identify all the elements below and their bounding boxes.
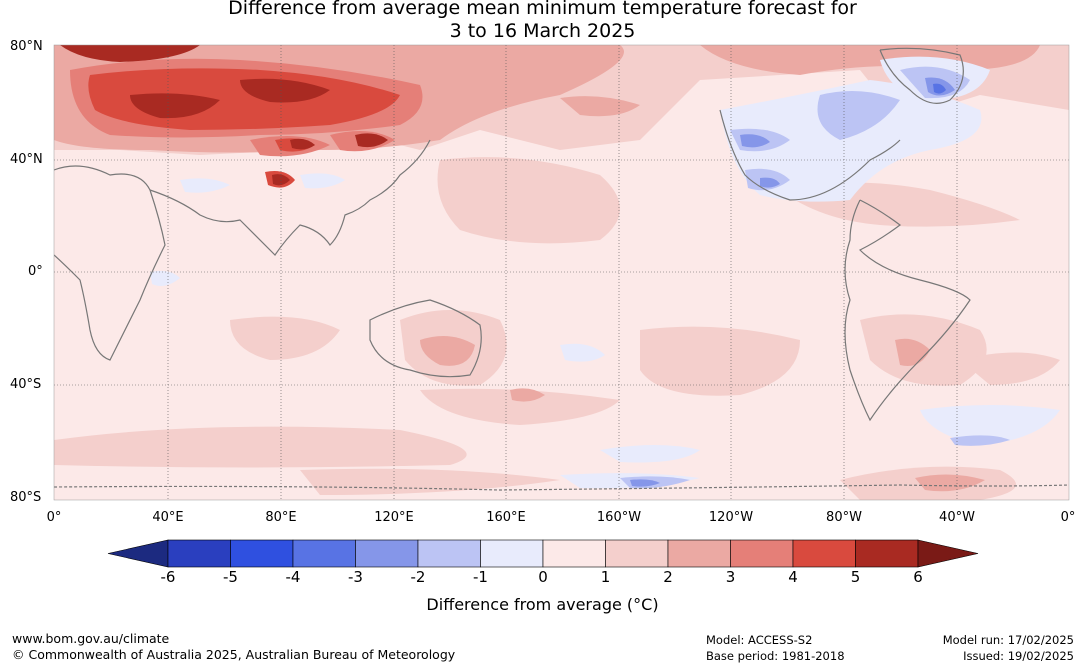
colorbar [107,539,979,568]
colorbar-tick-label: -5 [223,568,238,586]
colorbar-tick-label: 4 [788,568,798,586]
colorbar-extend-high [917,539,979,568]
colorbar-tick-label: -3 [348,568,363,586]
colorbar-segment [605,539,669,568]
footer-copyright: © Commonwealth of Australia 2025, Austra… [12,647,456,662]
lon-label-160e: 160°E [486,510,526,525]
lat-label-40s: 40°S [10,377,42,392]
colorbar-segment [355,539,419,568]
anomaly-minus3-to-minus2-regions [630,77,955,487]
anomaly-5-to-6-regions [60,45,388,186]
lon-label-40e: 40°E [152,510,184,525]
colorbar-segment [480,539,544,568]
colorbar-tick-label: -6 [160,568,176,586]
lat-label-40n: 40°N [10,152,43,167]
lon-label-120w: 120°W [708,510,754,525]
lon-label-40w: 40°W [939,510,975,525]
footer-base-period: Base period: 1981-2018 [706,649,845,663]
colorbar-tick-label: 1 [600,568,611,586]
lon-label-0-right: 0° [1060,510,1076,525]
graticule [54,45,1069,500]
colorbar-label: Difference from average (°C) [426,595,659,614]
map-frame [53,44,1070,501]
colorbar-segment [230,539,294,568]
colorbar-extend-low [107,539,169,568]
footer-model-run: Model run: 17/02/2025 [942,633,1074,647]
colorbar-segment [855,539,919,568]
lon-label-0-left: 0° [46,510,62,525]
colorbar-segment [792,539,856,568]
footer-url: www.bom.gov.au/climate [12,631,170,646]
lon-label-80w: 80°W [826,510,862,525]
colorbar-tick-label: -4 [285,568,301,586]
lat-label-80s: 80°S [10,490,42,505]
colorbar-segment [417,539,481,568]
colorbar-segment [292,539,356,568]
lon-label-120e: 120°E [374,510,414,525]
anomaly-1-to-2-regions [54,45,1069,500]
lat-label-80n: 80°N [10,39,43,54]
footer-model: Model: ACCESS-S2 [706,633,813,647]
colorbar-tick-label: -1 [473,568,488,586]
anomaly-minus1-to-0-regions [150,56,1060,489]
map-title-line1: Difference from average mean minimum tem… [228,0,857,19]
lon-label-80e: 80°E [265,510,297,525]
lat-label-0: 0° [28,264,43,279]
lon-label-160w: 160°W [596,510,642,525]
colorbar-tick-label: 5 [850,568,861,586]
colorbar-segment [542,539,606,568]
colorbar-tick-label: 0 [538,568,548,586]
footer-issued: Issued: 19/02/2025 [963,649,1074,663]
colorbar-tick-label: 2 [663,568,673,586]
map-title-line2: 3 to 16 March 2025 [449,20,636,42]
anomaly-minus4-to-minus3-regions [933,83,946,94]
colorbar-tick-label: 3 [725,568,736,586]
colorbar-segment [667,539,731,568]
coastlines [54,47,1069,491]
forecast-map [53,44,1070,501]
colorbar-tick-label: 6 [913,568,923,586]
colorbar-segment [167,539,231,568]
colorbar-segment [730,539,794,568]
colorbar-tick-label: -2 [410,568,426,586]
